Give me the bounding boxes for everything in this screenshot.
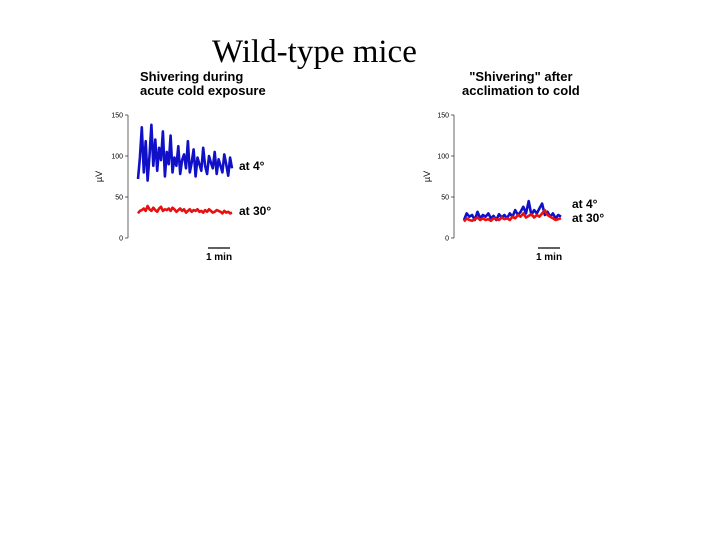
chart-acclimation: "Shivering" after acclimation to cold 0 5… xyxy=(418,68,720,268)
line-plot: 0 50 100 150 µV at 4° at 30° 1 min xyxy=(94,113,271,264)
chart-title: Shivering during acute cold exposure xyxy=(140,70,266,98)
series-line-warm xyxy=(136,204,233,215)
series-label: at 4° xyxy=(239,159,265,173)
scale-bar-label: 1 min xyxy=(206,252,232,263)
series-line-warm xyxy=(462,208,562,223)
scale-bar-label: 1 min xyxy=(536,252,562,263)
chart-title-line: Shivering during xyxy=(140,69,244,84)
y-tick-label: 50 xyxy=(441,195,449,202)
y-tick-label: 100 xyxy=(111,154,123,161)
page-title: Wild-type mice xyxy=(212,34,417,70)
line-plot: 0 50 100 150 µV at 4°at 30° 1 min xyxy=(422,113,604,264)
chart-title-line: "Shivering" after xyxy=(469,69,573,84)
series-label: at 30° xyxy=(572,211,604,225)
chart-acute-cold: Shivering during acute cold exposure 0 50… xyxy=(90,68,420,268)
y-tick-label: 0 xyxy=(119,236,123,243)
series-line-cold xyxy=(136,123,234,182)
y-tick-label: 100 xyxy=(437,154,449,161)
series-label: at 4° xyxy=(572,197,598,211)
y-tick-label: 0 xyxy=(445,236,449,243)
y-axis-label: µV xyxy=(94,171,104,182)
chart-title: "Shivering" after acclimation to cold xyxy=(462,70,580,98)
series-label: at 30° xyxy=(239,204,271,218)
chart-title-line: acute cold exposure xyxy=(140,83,266,98)
y-tick-label: 50 xyxy=(115,195,123,202)
y-tick-label: 150 xyxy=(437,113,449,120)
y-axis-label: µV xyxy=(422,171,432,182)
y-tick-label: 150 xyxy=(111,113,123,120)
chart-title-line: acclimation to cold xyxy=(462,83,580,98)
